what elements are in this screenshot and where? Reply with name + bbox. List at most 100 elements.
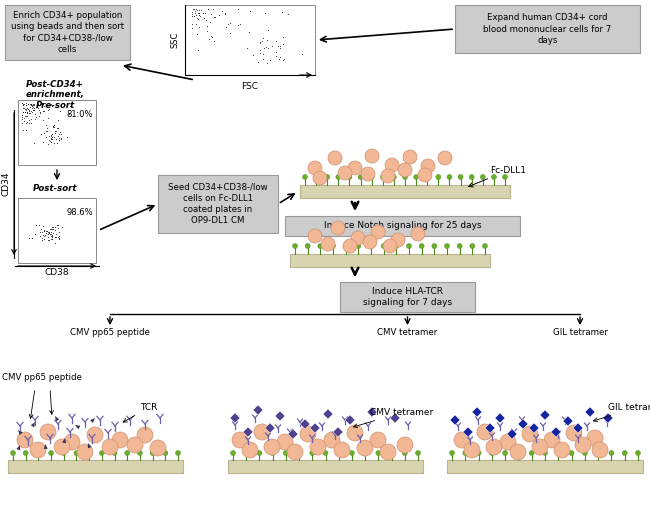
Circle shape (554, 442, 570, 458)
Point (18, 108, 28, 116)
Circle shape (36, 451, 41, 455)
Point (190, 12, 201, 20)
Circle shape (137, 427, 153, 443)
Point (27, 103, 38, 112)
Circle shape (529, 451, 534, 455)
Point (36, 130, 46, 138)
Point (51, 230, 61, 238)
Point (192, 14, 202, 22)
Polygon shape (463, 427, 473, 437)
Circle shape (351, 231, 365, 245)
Point (39, 227, 49, 235)
Text: 81.0%: 81.0% (66, 110, 93, 119)
Circle shape (137, 451, 142, 455)
Polygon shape (300, 419, 310, 429)
Circle shape (330, 243, 335, 248)
Point (31, 103, 42, 111)
Point (21, 126, 32, 134)
Point (46, 226, 57, 234)
Circle shape (283, 451, 289, 455)
Point (44, 105, 54, 113)
Point (37, 102, 47, 111)
Polygon shape (507, 429, 517, 439)
Circle shape (49, 451, 53, 455)
Point (25, 100, 35, 108)
Point (278, 33, 288, 42)
Polygon shape (62, 438, 66, 443)
Circle shape (336, 174, 341, 179)
Point (54, 228, 64, 236)
Point (187, 10, 197, 18)
Point (62, 132, 72, 140)
Point (206, 32, 216, 40)
Polygon shape (573, 423, 583, 433)
Circle shape (566, 425, 582, 441)
Point (244, 7, 255, 15)
Circle shape (64, 434, 80, 450)
Point (21, 105, 32, 114)
Point (18, 126, 29, 134)
Point (47, 223, 58, 231)
Circle shape (398, 163, 412, 177)
Point (208, 6, 218, 14)
Circle shape (445, 243, 450, 248)
Point (25, 103, 36, 111)
Text: Seed CD34+CD38-/low
cells on Fc-DLL1
coated plates in
OP9-DL1 CM: Seed CD34+CD38-/low cells on Fc-DLL1 coa… (168, 183, 268, 225)
Circle shape (421, 159, 435, 173)
Circle shape (361, 167, 375, 181)
Point (259, 9, 270, 17)
Point (39, 226, 49, 234)
Point (43, 230, 53, 238)
Point (21, 101, 31, 110)
Point (202, 21, 212, 29)
Point (21, 104, 32, 112)
Point (54, 134, 64, 142)
Point (44, 136, 54, 144)
Point (266, 42, 277, 50)
Point (31, 221, 42, 229)
Point (20, 105, 31, 113)
Point (49, 121, 59, 129)
Point (18, 101, 29, 109)
Point (37, 234, 47, 242)
Point (221, 23, 231, 31)
Point (46, 138, 57, 146)
Circle shape (516, 451, 521, 455)
Circle shape (277, 434, 293, 450)
Polygon shape (16, 445, 20, 450)
Point (51, 124, 62, 132)
Circle shape (389, 451, 394, 455)
Polygon shape (275, 411, 285, 421)
Point (225, 19, 235, 27)
Text: FSC: FSC (242, 82, 259, 91)
Circle shape (385, 158, 399, 172)
Point (37, 228, 47, 236)
Circle shape (350, 451, 354, 455)
Point (255, 49, 265, 57)
Point (47, 225, 58, 233)
Point (28, 103, 38, 111)
Bar (290, 254, 490, 267)
Point (49, 233, 60, 241)
Circle shape (30, 442, 46, 458)
Point (34, 101, 45, 110)
Point (190, 7, 201, 15)
Point (17, 114, 27, 122)
Point (17, 113, 27, 121)
Point (47, 133, 58, 141)
Point (55, 134, 66, 142)
Point (65, 101, 75, 110)
Point (47, 223, 57, 231)
Circle shape (510, 444, 526, 460)
Circle shape (40, 424, 56, 440)
Point (34, 112, 45, 120)
Bar (447, 460, 643, 473)
Point (46, 228, 56, 236)
Point (194, 12, 205, 20)
Point (42, 228, 53, 236)
Polygon shape (529, 423, 539, 433)
Point (27, 234, 38, 242)
Point (188, 5, 199, 13)
Circle shape (500, 434, 516, 450)
Circle shape (254, 424, 270, 440)
